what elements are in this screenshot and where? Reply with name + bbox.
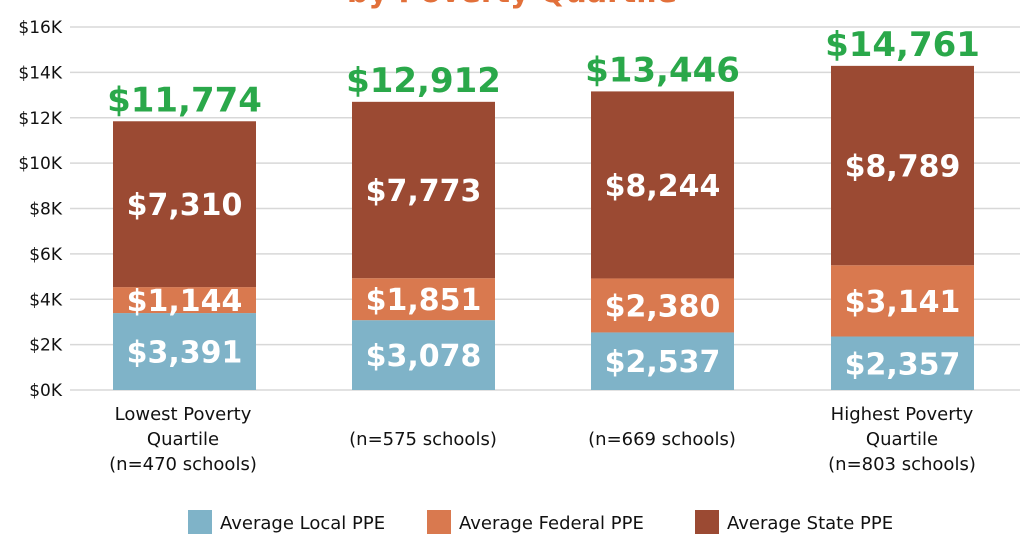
x-category-label: Quartile	[147, 429, 219, 450]
bar-segment	[591, 332, 734, 390]
segment-value-label: $7,773	[366, 174, 482, 209]
x-axis: Lowest Poverty Quartile (n=470 schools) (n=…	[109, 404, 976, 475]
bar-segment	[352, 101, 495, 279]
y-tick-label: $2K	[29, 336, 63, 356]
legend-label: Average Local PPE	[220, 513, 385, 534]
bar-segment	[831, 65, 974, 266]
bar-segment	[831, 265, 974, 337]
bar-stack: $2,357 $3,141 $8,789 $14,761	[825, 25, 980, 390]
bar-stack: $3,391 $1,144 $7,310 $11,774	[107, 80, 262, 390]
chart-title-fragment: by Poverty Quartile	[347, 0, 677, 10]
x-category-label: Lowest Poverty	[115, 404, 252, 425]
legend-label: Average State PPE	[727, 513, 893, 534]
x-category-label: (n=575 schools)	[349, 429, 497, 450]
legend-item: Average Federal PPE	[427, 510, 644, 534]
bar-segment	[113, 313, 256, 390]
segment-value-label: $2,380	[605, 289, 721, 324]
bar-segment	[352, 320, 495, 390]
segment-value-label: $8,244	[605, 169, 721, 204]
total-value-label: $12,912	[346, 61, 501, 101]
segment-value-label: $3,078	[366, 339, 482, 374]
segment-value-label: $3,391	[127, 336, 243, 371]
total-value-label: $14,761	[825, 25, 980, 65]
legend-swatch	[188, 510, 212, 534]
segment-value-label: $7,310	[127, 188, 243, 223]
bar-segment	[831, 336, 974, 390]
y-tick-label: $14K	[18, 63, 62, 83]
y-axis: $0K $2K $4K $6K $8K $10K $12K $14K $16K	[18, 18, 62, 401]
segment-value-label: $3,141	[845, 285, 961, 320]
y-tick-label: $8K	[29, 200, 63, 220]
legend-swatch	[427, 510, 451, 534]
bar-stack: $3,078 $1,851 $7,773 $12,912	[346, 61, 501, 390]
y-tick-label: $12K	[18, 109, 62, 129]
y-tick-label: $6K	[29, 245, 63, 265]
segment-value-label: $2,537	[605, 345, 721, 380]
segment-value-label: $2,357	[845, 347, 961, 382]
total-value-label: $13,446	[585, 50, 740, 90]
legend-label: Average Federal PPE	[459, 513, 644, 534]
legend: Average Local PPE Average Federal PPE Aver…	[188, 510, 893, 534]
y-tick-label: $0K	[29, 381, 63, 401]
segment-value-label: $1,851	[366, 283, 482, 318]
total-value-label: $11,774	[107, 80, 262, 120]
legend-swatch	[695, 510, 719, 534]
x-category-label: (n=803 schools)	[828, 454, 976, 475]
segment-value-label: $8,789	[845, 150, 961, 185]
bar-segment	[113, 287, 256, 314]
bar-stack: $2,537 $2,380 $8,244 $13,446	[585, 50, 740, 390]
x-category-label: Highest Poverty	[831, 404, 974, 425]
bar-segment	[591, 91, 734, 279]
bars: $3,391 $1,144 $7,310 $11,774 $3,078 $1,851 $7,…	[107, 25, 980, 390]
bar-segment	[591, 278, 734, 333]
legend-item: Average State PPE	[695, 510, 893, 534]
x-category-label: (n=669 schools)	[588, 429, 736, 450]
bar-segment	[352, 278, 495, 321]
y-tick-label: $4K	[29, 290, 63, 310]
bar-segment	[113, 121, 256, 288]
y-tick-label: $16K	[18, 18, 62, 38]
segment-value-label: $1,144	[127, 284, 243, 319]
x-category-label: Quartile	[866, 429, 938, 450]
legend-item: Average Local PPE	[188, 510, 385, 534]
y-tick-label: $10K	[18, 154, 62, 174]
x-category-label: (n=470 schools)	[109, 454, 257, 475]
